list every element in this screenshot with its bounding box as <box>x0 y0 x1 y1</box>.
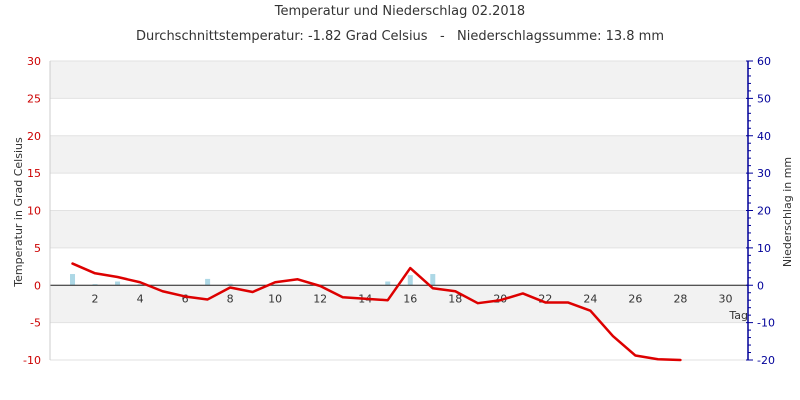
y2-tick-label: 60 <box>757 55 771 68</box>
x-tick-label: 10 <box>268 292 282 305</box>
y2-axis-label: Niederschlag in mm <box>781 157 794 267</box>
x-axis-label: Tag <box>728 309 748 322</box>
grid-band <box>50 98 748 136</box>
y-axis-label: Temperatur in Grad Celsius <box>12 137 25 288</box>
x-tick-label: 2 <box>92 292 99 305</box>
chart-subtitle: Durchschnittstemperatur: -1.82 Grad Cels… <box>135 29 664 44</box>
y-tick-label: 20 <box>27 130 41 143</box>
precipitation-bars <box>70 274 436 286</box>
precipitation-bar <box>137 284 143 286</box>
y2-tick-label: -10 <box>757 317 775 330</box>
y2-tick-label: 40 <box>757 130 771 143</box>
x-tick-label: 6 <box>182 292 189 305</box>
y-tick-label: 25 <box>27 92 41 105</box>
x-tick-label: 26 <box>628 292 642 305</box>
y2-tick-label: 10 <box>757 242 771 255</box>
precipitation-bar <box>115 281 121 286</box>
x-tick-label: 30 <box>718 292 732 305</box>
grid-band <box>50 322 748 360</box>
y-tick-label: -10 <box>23 354 41 367</box>
x-tick-label: 12 <box>313 292 327 305</box>
grid-band <box>50 285 748 323</box>
grid-band <box>50 247 748 286</box>
y2-tick-label: -20 <box>757 354 775 367</box>
grid-band <box>50 135 748 174</box>
y-tick-label: 0 <box>34 279 41 292</box>
y2-tick-label: 50 <box>757 92 771 105</box>
y-tick-label: 10 <box>27 205 41 218</box>
precipitation-bar <box>92 284 98 286</box>
x-tick-label: 24 <box>583 292 597 305</box>
precipitation-bar <box>407 275 413 286</box>
x-tick-label: 8 <box>227 292 234 305</box>
y2-tick-label: 0 <box>757 279 764 292</box>
grid-band <box>50 210 748 248</box>
y-tick-label: 5 <box>34 242 41 255</box>
x-tick-label: 20 <box>493 292 507 305</box>
temperature-line-group <box>71 262 682 362</box>
x-tick-label: 16 <box>403 292 417 305</box>
chart-title: Temperatur und Niederschlag 02.2018 <box>274 4 526 19</box>
x-tick-label: 18 <box>448 292 462 305</box>
precipitation-bar <box>227 283 233 286</box>
y2-tick-label: 30 <box>757 167 771 180</box>
x-tick-label: 4 <box>137 292 144 305</box>
grid-band <box>50 61 748 99</box>
grid-bands <box>50 60 748 361</box>
y-tick-label: -5 <box>30 317 41 330</box>
temperature-line <box>71 262 682 362</box>
precipitation-bar <box>70 274 76 286</box>
axis-labels: Temperatur in Grad Celsius Niederschlag … <box>12 137 794 322</box>
grid-band <box>50 173 748 211</box>
precipitation-bar <box>205 278 211 286</box>
x-tick-label: 28 <box>673 292 687 305</box>
y-tick-label: 30 <box>27 55 41 68</box>
precipitation-bar <box>430 274 436 286</box>
y-tick-label: 15 <box>27 167 41 180</box>
y2-tick-label: 20 <box>757 205 771 218</box>
precipitation-bar <box>385 281 391 286</box>
